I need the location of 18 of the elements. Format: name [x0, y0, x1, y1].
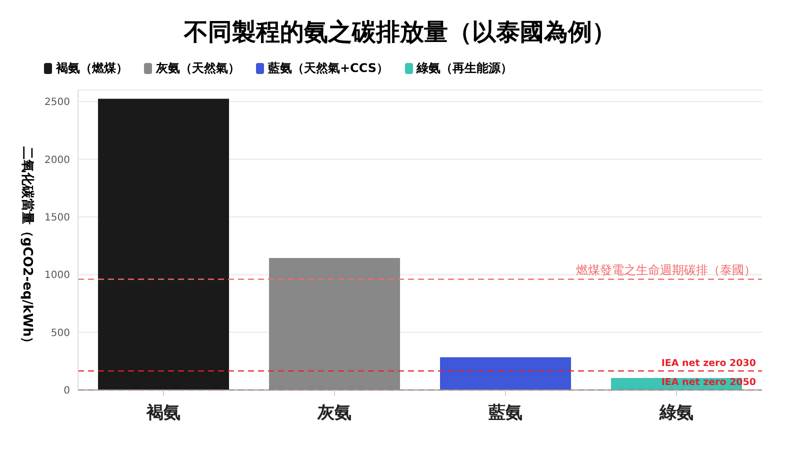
x-tick-label: 灰氨 [316, 403, 352, 424]
y-tick-label: 500 [50, 328, 70, 339]
legend-label: 藍氨（天然氣+CCS） [268, 60, 389, 76]
ref-line-label: 燃煤發電之生命週期碳排（泰國） [576, 263, 756, 278]
y-tick-label: 0 [64, 386, 70, 397]
chart-title: 不同製程的氨之碳排放量（以泰國為例） [182, 17, 617, 48]
x-tick-label: 綠氨 [658, 403, 694, 424]
legend-label: 綠氨（再生能源） [416, 60, 513, 76]
y-tick-label: 2000 [44, 154, 70, 166]
ref-line-label: IEA net zero 2030 [661, 358, 756, 369]
x-tick-label: 藍氨 [488, 403, 522, 424]
y-tick-label: 2500 [44, 97, 70, 108]
y-tick-label: 1500 [44, 212, 70, 224]
y-tick-label: 1000 [44, 270, 70, 282]
legend-label: 褐氨（燃煤） [56, 60, 128, 76]
x-tick-label: 褐氨 [146, 403, 180, 424]
y-axis-title: 二氧化碳當量（gCO2-eq/kWh） [19, 146, 36, 350]
legend-label: 灰氨（天然氣） [156, 60, 240, 76]
